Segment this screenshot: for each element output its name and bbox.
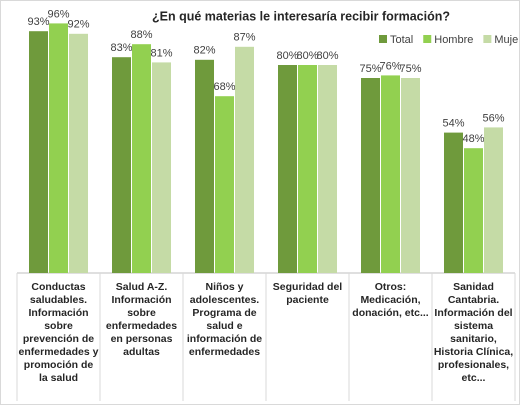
bar (132, 44, 151, 274)
data-label: 56% (482, 112, 504, 124)
bar (215, 96, 234, 273)
bar (444, 132, 463, 273)
data-label: 83% (110, 42, 132, 54)
bar (484, 127, 503, 274)
legend-swatch (423, 35, 432, 43)
data-label: 48% (462, 133, 484, 145)
legend-label: Mujer (494, 34, 519, 46)
bar (361, 78, 380, 273)
data-label: 96% (47, 8, 69, 20)
bar (112, 57, 131, 274)
data-label: 88% (130, 29, 152, 41)
data-label: 80% (276, 50, 298, 62)
bar (318, 65, 337, 273)
data-label: 81% (150, 47, 172, 59)
bar (69, 33, 88, 273)
legend-label: Hombre (434, 34, 473, 46)
data-label: 87% (233, 32, 255, 44)
data-label: 92% (67, 19, 89, 31)
data-label: 93% (27, 16, 49, 28)
x-tick-label: Conductas saludables. Información sobre … (18, 281, 99, 384)
data-label: 82% (193, 45, 215, 57)
legend-swatch (379, 35, 387, 43)
bar (401, 78, 420, 273)
x-tick-label: Salud A-Z. Información sobre enfermedade… (105, 281, 178, 358)
legend-label: Total (390, 34, 413, 46)
chart-title: ¿En qué materias le interesaría recibir … (152, 9, 450, 23)
data-label: 54% (442, 118, 464, 130)
bar (195, 59, 214, 273)
data-label: 76% (379, 60, 401, 72)
x-tick-label: Otros: Medicación, donación, etc... (352, 281, 429, 319)
x-tick-label: Niños y adolescentes. Programa de salud … (186, 281, 263, 358)
data-label: 68% (213, 81, 235, 93)
bar (49, 23, 68, 274)
bar (152, 62, 171, 274)
x-tick-label: Sanidad Cantabria. Información del siste… (433, 281, 514, 384)
x-tick-label: Seguridad del paciente (272, 281, 343, 306)
bar (298, 65, 317, 273)
legend-swatch (483, 35, 492, 43)
bar (381, 75, 400, 274)
data-label: 80% (316, 50, 338, 62)
bar (29, 31, 48, 274)
data-label: 80% (296, 50, 318, 62)
bar (235, 46, 254, 273)
bar (464, 148, 483, 273)
bar (278, 65, 297, 273)
data-label: 75% (399, 63, 421, 75)
data-label: 75% (359, 63, 381, 75)
